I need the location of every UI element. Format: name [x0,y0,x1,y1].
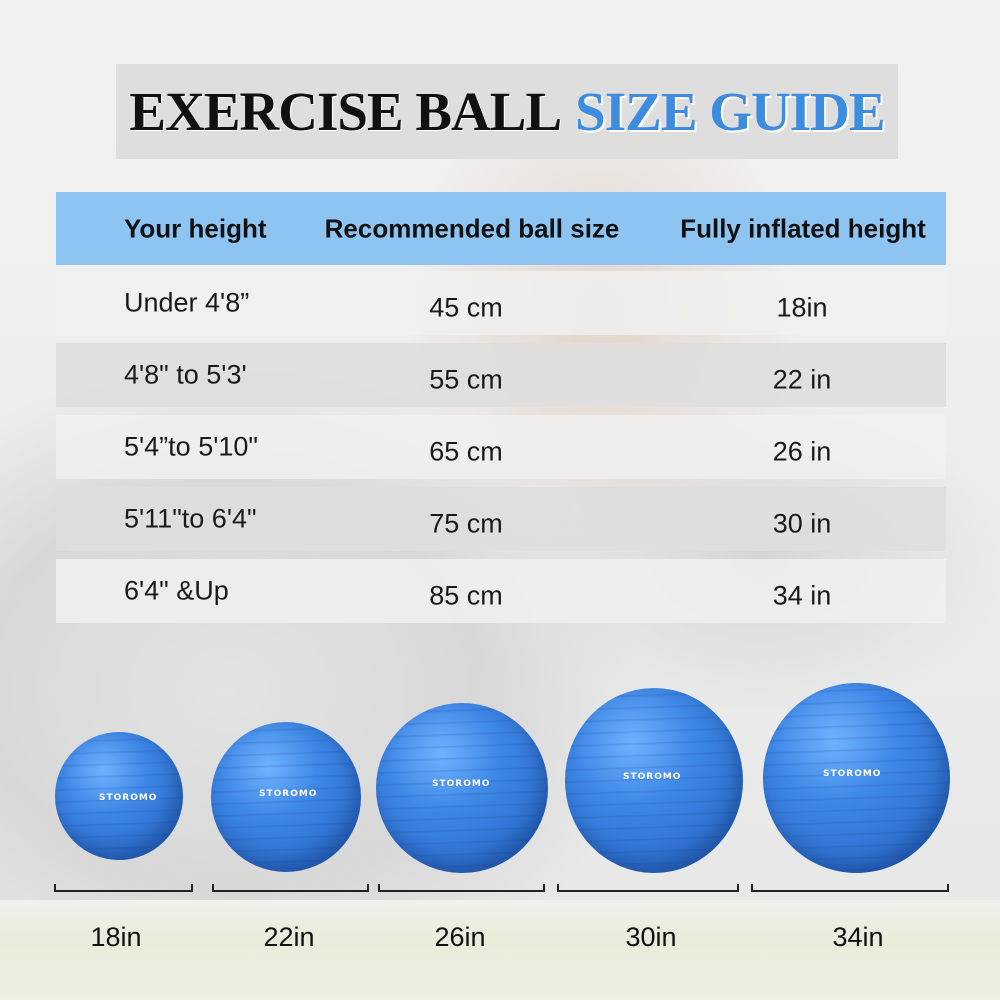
inflated-height-cell: 30 in [772,508,832,539]
ball-size-label: 26in [434,922,486,952]
ball-brand-label: STOROMO [259,789,318,799]
height-cell: 5'11"to 6'4" [124,503,257,534]
exercise-ball-26in: STOROMO [376,703,548,873]
height-cell: 6'4" &Up [124,575,229,606]
header-inflated-height: Fully inflated height [680,213,926,243]
size-bracket [378,884,545,892]
table-row: 5'11"to 6'4" 75 cm 30 in [56,487,946,551]
exercise-ball-34in: STOROMO [763,683,950,873]
inflated-height-cell: 34 in [772,580,832,611]
ball-size-cell: 55 cm [429,364,503,395]
ball-size-label: 18in [90,922,142,952]
table-header-row: Your height Recommended ball size Fully … [56,192,946,265]
inflated-height-cell: 26 in [772,436,832,467]
size-bracket [751,884,949,892]
ball-brand-label: STOROMO [823,769,882,779]
height-cell: 5'4”to 5'10" [124,431,258,462]
exercise-ball-18in: STOROMO [55,732,183,860]
size-bracket [54,884,193,892]
floor-mat [0,900,1000,1000]
ball-brand-label: STOROMO [432,779,491,789]
table-row: 6'4" &Up 85 cm 34 in [56,559,946,623]
table-row: 4'8" to 5'3' 55 cm 22 in [56,343,946,407]
size-table: Your height Recommended ball size Fully … [56,192,946,631]
ball-size-label: 22in [263,922,315,952]
ball-size-cell: 75 cm [429,508,503,539]
ball-size-label: 30in [625,922,677,952]
title-part-1: EXERCISE BALL [129,81,562,142]
ball-brand-label: STOROMO [623,772,682,782]
table-row: Under 4'8” 45 cm 18in [56,271,946,335]
height-cell: Under 4'8” [124,287,250,318]
ball-brand-label: STOROMO [99,793,158,803]
inflated-height-cell: 18in [776,292,828,323]
size-bracket [212,884,369,892]
ball-size-cell: 65 cm [429,436,503,467]
exercise-ball-30in: STOROMO [565,688,743,873]
header-recommended-size: Recommended ball size [324,213,620,243]
ball-size-label: 34in [832,922,884,952]
page-title: EXERCISE BALL SIZE GUIDE [116,64,898,159]
size-bracket [557,884,739,892]
height-cell: 4'8" to 5'3' [124,359,247,390]
title-part-2: SIZE GUIDE [575,81,885,142]
ball-size-cell: 85 cm [429,580,503,611]
header-your-height: Your height [124,213,267,243]
table-row: 5'4”to 5'10" 65 cm 26 in [56,415,946,479]
exercise-ball-22in: STOROMO [211,722,361,872]
ball-size-cell: 45 cm [429,292,503,323]
inflated-height-cell: 22 in [772,364,832,395]
